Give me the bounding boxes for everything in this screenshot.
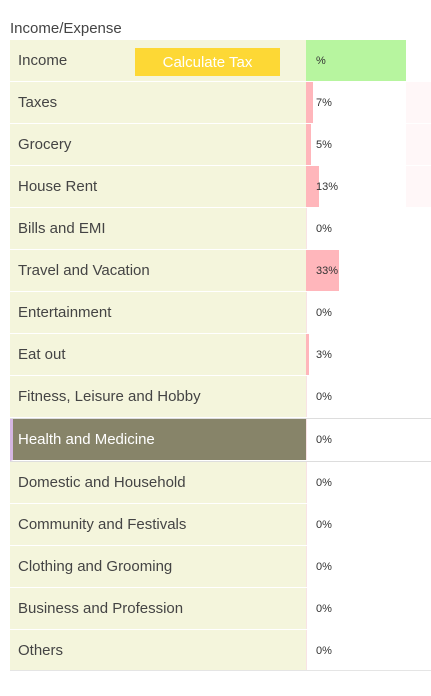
category-label[interactable]: Eat out	[10, 334, 306, 376]
percentage-value: 0%	[316, 391, 332, 403]
category-row[interactable]: Business and Profession 0%	[10, 588, 431, 630]
percentage-bar	[306, 40, 406, 81]
category-label[interactable]: Travel and Vacation	[10, 250, 306, 292]
percentage-bar	[306, 376, 307, 417]
percentage-cell: 5%	[306, 124, 431, 166]
category-label[interactable]: Taxes	[10, 82, 306, 124]
percentage-value: 0%	[316, 307, 332, 319]
category-row[interactable]: Grocery 5%	[10, 124, 431, 166]
percentage-value: 0%	[316, 561, 332, 573]
percentage-cell: 0%	[306, 588, 431, 630]
percentage-bar	[306, 504, 307, 545]
percentage-value: 0%	[316, 603, 332, 615]
percentage-value: 7%	[316, 97, 332, 109]
percentage-bar	[306, 546, 307, 587]
category-label[interactable]: Health and Medicine	[10, 419, 306, 461]
percentage-bar	[306, 588, 307, 629]
percentage-cell: 33%	[306, 250, 431, 292]
category-label[interactable]: Domestic and Household	[10, 462, 306, 504]
percentage-value: 3%	[316, 349, 332, 361]
percentage-bar	[306, 82, 313, 123]
category-label[interactable]: House Rent	[10, 166, 306, 208]
percentage-cell: 0%	[306, 504, 431, 546]
category-label[interactable]: Grocery	[10, 124, 306, 166]
category-label[interactable]: Fitness, Leisure and Hobby	[10, 376, 306, 418]
percentage-value: %	[316, 55, 326, 67]
percentage-cell: 0%	[306, 462, 431, 504]
category-row[interactable]: Travel and Vacation 33%	[10, 250, 431, 292]
category-label[interactable]: Others	[10, 630, 306, 672]
category-row[interactable]: Bills and EMI 0%	[10, 208, 431, 250]
category-label[interactable]: Community and Festivals	[10, 504, 306, 546]
percentage-cell: 0%	[306, 630, 431, 672]
category-label[interactable]: Clothing and Grooming	[10, 546, 306, 588]
percentage-bar	[306, 208, 307, 249]
category-list: Income% Taxes 7% Grocery 5% House Rent 13% Bill…	[10, 40, 431, 672]
category-row[interactable]: Community and Festivals 0%	[10, 504, 431, 546]
category-label[interactable]: Business and Profession	[10, 588, 306, 630]
percentage-bar	[306, 462, 307, 503]
percentage-value: 0%	[316, 519, 332, 531]
percentage-bar	[306, 166, 319, 207]
percentage-bar	[306, 334, 309, 375]
percentage-bar-shadow	[406, 124, 431, 165]
percentage-cell: %	[306, 40, 431, 82]
percentage-cell: 0%	[306, 376, 431, 418]
category-row[interactable]: Health and Medicine 0%	[10, 418, 431, 462]
category-row[interactable]: Entertainment 0%	[10, 292, 431, 334]
page-title: Income/Expense	[10, 20, 122, 37]
percentage-value: 0%	[316, 645, 332, 657]
bottom-divider	[10, 670, 431, 671]
percentage-cell: 3%	[306, 334, 431, 376]
category-label[interactable]: Bills and EMI	[10, 208, 306, 250]
percentage-bar	[306, 419, 307, 460]
category-row[interactable]: Fitness, Leisure and Hobby 0%	[10, 376, 431, 418]
calculate-tax-button[interactable]: Calculate Tax	[135, 48, 280, 76]
percentage-bar	[306, 292, 307, 333]
percentage-cell: 0%	[306, 292, 431, 334]
category-row[interactable]: Clothing and Grooming 0%	[10, 546, 431, 588]
percentage-bar	[306, 630, 307, 671]
percentage-cell: 7%	[306, 82, 431, 124]
percentage-cell: 13%	[306, 166, 431, 208]
percentage-bar	[306, 124, 311, 165]
category-row[interactable]: House Rent 13%	[10, 166, 431, 208]
category-row[interactable]: Domestic and Household 0%	[10, 462, 431, 504]
percentage-cell: 0%	[306, 208, 431, 250]
percentage-value: 0%	[316, 477, 332, 489]
percentage-value: 0%	[316, 434, 332, 446]
percentage-bar-shadow	[406, 166, 431, 207]
percentage-value: 5%	[316, 139, 332, 151]
percentage-bar	[306, 250, 339, 291]
percentage-value: 0%	[316, 223, 332, 235]
category-row[interactable]: Taxes 7%	[10, 82, 431, 124]
percentage-value: 13%	[316, 181, 339, 193]
percentage-cell: 0%	[306, 546, 431, 588]
percentage-bar-shadow	[406, 82, 431, 123]
category-row[interactable]: Eat out 3%	[10, 334, 431, 376]
category-row[interactable]: Others 0%	[10, 630, 431, 672]
percentage-value: 33%	[316, 265, 339, 277]
percentage-cell: 0%	[306, 419, 431, 461]
category-label[interactable]: Entertainment	[10, 292, 306, 334]
